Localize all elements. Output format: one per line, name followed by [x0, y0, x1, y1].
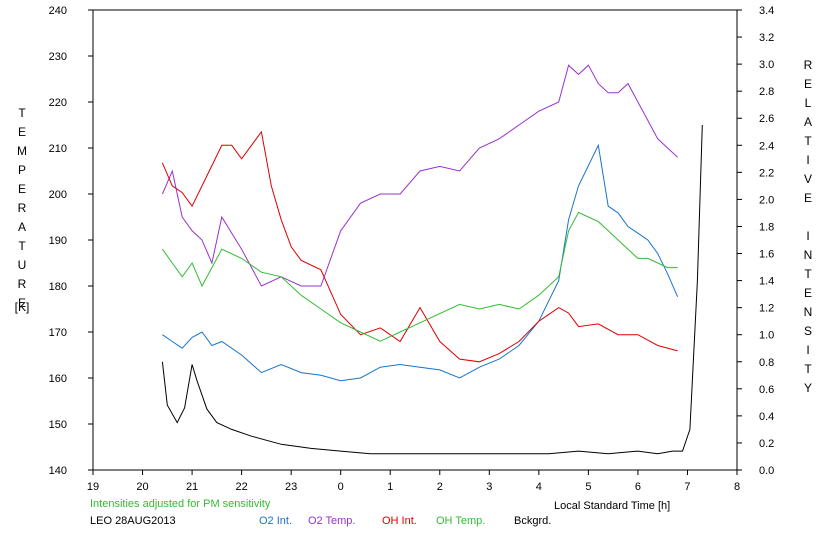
y-left-tick-label: 160: [49, 373, 67, 385]
legend-o2-temp: O2 Temp.: [308, 515, 356, 527]
y-right-tick-label: 1.8: [759, 221, 774, 233]
y-right-tick-label: 2.4: [759, 140, 774, 152]
x-tick-label: 8: [734, 481, 740, 493]
y-right-tick-label: 1.2: [759, 303, 774, 315]
x-tick-label: 3: [486, 481, 492, 493]
y-left-tick-label: 180: [49, 281, 67, 293]
x-tick-label: 2: [437, 481, 443, 493]
y-left-tick-label: 150: [49, 419, 67, 431]
legend-oh-int: OH Int.: [382, 515, 417, 527]
x-tick-label: 23: [285, 481, 297, 493]
x-tick-label: 7: [684, 481, 690, 493]
y-right-tick-label: 2.6: [759, 113, 774, 125]
series-line-bckgrd: [161, 124, 703, 455]
legend-bckgrd: Bckgrd.: [514, 515, 552, 527]
x-tick-label: 20: [136, 481, 148, 493]
x-axis-label: Local Standard Time [h]: [554, 500, 671, 512]
y-right-tick-label: 2.0: [759, 194, 774, 206]
y-left-tick-label: 140: [49, 465, 67, 477]
series-line-oh-temp: [161, 211, 678, 342]
y-left-tick-label: 230: [49, 51, 67, 63]
x-tick-label: 21: [186, 481, 198, 493]
y-right-tick-label: 0.8: [759, 357, 774, 369]
y-right-tick-label: 1.4: [759, 276, 774, 288]
axis-ticks: 19 20 21 22 23 0 1 2 3 4 5 6 7 8140150160170180190200…: [49, 5, 775, 493]
plot-frame: [92, 9, 738, 471]
y-left-tick-label: 190: [49, 235, 67, 247]
y-right-tick-label: 0.2: [759, 438, 774, 450]
y-right-tick-label: 0.6: [759, 384, 774, 396]
y-right-tick-label: 1.0: [759, 330, 774, 342]
x-tick-label: 22: [235, 481, 247, 493]
y-right-tick-label: 2.2: [759, 167, 774, 179]
y-right-tick-label: 0.4: [759, 411, 774, 423]
series-line-o2-temp: [161, 64, 678, 287]
y-right-tick-label: 1.6: [759, 249, 774, 261]
series-line-oh-int: [161, 130, 678, 363]
left-axis-unit: [K]: [14, 300, 30, 314]
station-label: LEO 28AUG2013: [90, 515, 176, 527]
legend-oh-temp: OH Temp.: [436, 515, 486, 527]
data-series: [161, 64, 703, 455]
y-right-tick-label: 3.4: [759, 5, 774, 17]
x-tick-label: 5: [585, 481, 591, 493]
series-line-o2-int: [162, 143, 679, 382]
y-left-tick-label: 170: [49, 327, 67, 339]
y-right-tick-label: 0.0: [759, 465, 774, 477]
x-tick-label: 4: [536, 481, 542, 493]
legend-o2-int: O2 Int.: [259, 515, 293, 527]
y-left-tick-label: 220: [49, 97, 67, 109]
y-left-tick-label: 240: [49, 5, 67, 17]
x-tick-label: 19: [87, 481, 99, 493]
x-tick-label: 6: [635, 481, 641, 493]
y-right-tick-label: 3.2: [759, 32, 774, 44]
y-right-tick-label: 3.0: [759, 59, 774, 71]
y-left-tick-label: 200: [49, 189, 67, 201]
y-right-tick-label: 2.8: [759, 86, 774, 98]
x-tick-label: 1: [387, 481, 393, 493]
sensitivity-note: Intensities adjusted for PM sensitivity: [90, 498, 271, 510]
y-left-tick-label: 210: [49, 143, 67, 155]
x-tick-label: 0: [338, 481, 344, 493]
